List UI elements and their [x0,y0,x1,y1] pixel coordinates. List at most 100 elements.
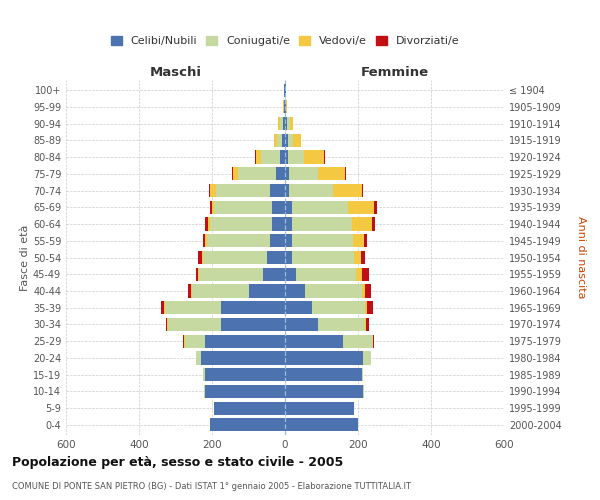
Bar [215,184,271,197]
Bar [318,167,345,180]
Bar [183,334,184,348]
Bar [361,251,365,264]
Bar [256,150,261,164]
Bar [191,284,192,298]
Bar [285,150,288,164]
Bar [255,150,256,164]
Bar [210,184,215,197]
Text: COMUNE DI PONTE SAN PIETRO (BG) - Dati ISTAT 1° gennaio 2005 - Elaborazione TUTT: COMUNE DI PONTE SAN PIETRO (BG) - Dati I… [12,482,411,491]
Bar [205,368,285,381]
Bar [188,284,191,298]
Bar [366,318,369,331]
Bar [202,251,203,264]
Bar [288,134,293,147]
Bar [285,318,318,331]
Bar [204,385,205,398]
Bar [248,284,285,298]
Bar [348,200,374,214]
Bar [184,334,185,348]
Bar [271,184,285,197]
Bar [289,184,333,197]
Bar [352,218,372,230]
Bar [199,268,263,281]
Bar [286,100,287,114]
Bar [263,268,285,281]
Text: Femmine: Femmine [361,66,428,79]
Bar [292,200,348,214]
Bar [214,200,272,214]
Bar [290,117,293,130]
Bar [261,150,280,164]
Bar [284,84,285,96]
Bar [214,402,285,414]
Bar [274,134,277,147]
Bar [365,284,371,298]
Bar [372,218,375,230]
Bar [167,318,168,331]
Bar [285,268,296,281]
Bar [362,284,365,298]
Bar [276,167,285,180]
Bar [365,318,366,331]
Bar [292,234,353,247]
Bar [353,251,361,264]
Bar [196,268,199,281]
Bar [277,134,282,147]
Bar [292,251,353,264]
Bar [304,150,325,164]
Bar [356,268,362,281]
Y-axis label: Anni di nascita: Anni di nascita [575,216,586,298]
Bar [285,134,288,147]
Bar [209,184,210,197]
Bar [285,301,313,314]
Bar [210,418,285,432]
Bar [283,117,285,130]
Bar [292,218,352,230]
Bar [232,167,233,180]
Bar [288,150,304,164]
Bar [205,218,208,230]
Bar [280,117,283,130]
Bar [285,251,292,264]
Bar [205,234,206,247]
Bar [374,200,377,214]
Bar [353,234,364,247]
Bar [373,334,374,348]
Bar [233,167,238,180]
Y-axis label: Fasce di età: Fasce di età [20,224,30,290]
Bar [203,368,205,381]
Bar [210,200,212,214]
Legend: Celibi/Nubili, Coniugati/e, Vedovi/e, Divorziati/e: Celibi/Nubili, Coniugati/e, Vedovi/e, Di… [110,36,460,46]
Bar [293,134,301,147]
Bar [238,167,276,180]
Bar [365,301,367,314]
Bar [221,301,285,314]
Bar [208,218,210,230]
Bar [285,184,289,197]
Bar [267,251,285,264]
Bar [305,284,362,298]
Bar [285,352,364,364]
Bar [364,352,371,364]
Bar [362,268,369,281]
Bar [280,150,285,164]
Bar [285,368,362,381]
Bar [271,234,285,247]
Bar [285,418,358,432]
Bar [313,301,365,314]
Bar [287,117,290,130]
Bar [164,301,221,314]
Bar [362,368,364,381]
Bar [282,134,285,147]
Bar [285,218,292,230]
Bar [285,167,289,180]
Bar [205,334,285,348]
Bar [284,100,285,114]
Bar [212,200,214,214]
Text: Maschi: Maschi [149,66,202,79]
Bar [206,234,271,247]
Bar [166,318,167,331]
Bar [285,200,292,214]
Bar [285,334,343,348]
Bar [289,167,318,180]
